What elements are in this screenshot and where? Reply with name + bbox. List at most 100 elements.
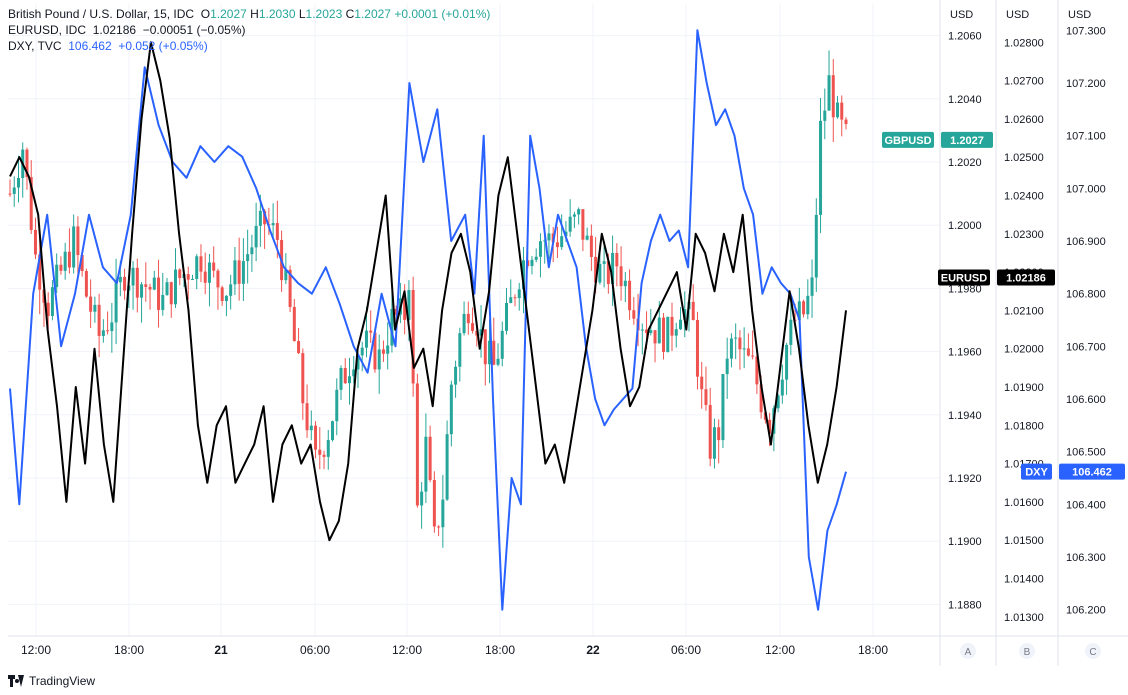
candle — [93, 296, 97, 323]
legend-open: 1.2027 — [210, 7, 247, 21]
axis-letter: B — [1024, 647, 1031, 658]
legend-dxy-change: +0.052 (+0.05%) — [118, 39, 208, 53]
candle — [106, 311, 110, 335]
x-tick-label: 06:00 — [300, 643, 330, 657]
y-tick-label: 106.200 — [1066, 605, 1106, 617]
legend-change: +0.0001 (+0.01%) — [394, 7, 491, 21]
candle — [411, 276, 415, 397]
candle — [628, 269, 632, 320]
legend-eurusd[interactable]: EURUSD, IDC 1.02186 −0.00051 (−0.05%) — [8, 22, 490, 38]
series-value-tag: 1.2027 — [950, 135, 984, 147]
candle — [729, 333, 733, 368]
axis-letter: C — [1089, 647, 1096, 658]
candle — [152, 270, 156, 291]
candle — [12, 176, 16, 207]
candle — [297, 328, 301, 355]
y-tick-label: 1.1980 — [948, 283, 982, 295]
candle — [488, 319, 492, 384]
candle — [534, 248, 538, 263]
candle — [632, 297, 636, 325]
candle — [445, 420, 449, 501]
candle — [734, 323, 738, 360]
y-tick-label: 1.02600 — [1004, 114, 1044, 126]
candle — [131, 261, 135, 310]
candle — [649, 308, 653, 336]
candle — [602, 241, 606, 288]
series-value-tag: 106.462 — [1072, 467, 1112, 479]
candle — [670, 302, 674, 352]
candle — [322, 450, 326, 470]
candle — [708, 387, 712, 467]
candle — [207, 253, 211, 307]
axis-unit-label: USD — [950, 9, 973, 21]
candle — [84, 268, 88, 298]
last-value-label: DXY 106.462 — [1021, 463, 1125, 480]
footer: TradingView — [0, 666, 1128, 695]
y-tick-label: 1.01600 — [1004, 497, 1044, 509]
candle — [76, 216, 80, 275]
candle — [16, 155, 20, 203]
candle — [806, 279, 810, 320]
legend-dxy[interactable]: DXY, TVC 106.462 +0.052 (+0.05%) — [8, 38, 490, 54]
candle — [721, 373, 725, 449]
candle — [271, 203, 275, 238]
legend: British Pound / U.S. Dollar, 15, IDC O1.… — [8, 6, 490, 54]
price-axes[interactable]: USD 1.2060 1.2040 1.2020 1.2000 1.1980 1.1960 1… — [882, 0, 1125, 666]
candle — [823, 88, 827, 140]
candle — [695, 311, 699, 390]
candle — [496, 343, 500, 367]
candle — [46, 292, 50, 330]
candle — [513, 294, 517, 307]
candle — [437, 525, 441, 537]
candle — [483, 329, 487, 386]
y-tick-label: 1.02100 — [1004, 305, 1044, 317]
candle — [560, 214, 564, 250]
candle — [63, 242, 67, 280]
candle — [432, 471, 436, 533]
candle — [377, 334, 381, 394]
tradingview-logo[interactable]: TradingView — [8, 674, 95, 688]
candle — [59, 256, 63, 275]
candle — [97, 293, 101, 358]
candle — [220, 285, 224, 306]
x-tick-label: 12:00 — [21, 643, 51, 657]
candle — [254, 202, 258, 262]
y-tick-label: 107.000 — [1066, 183, 1106, 195]
candle — [640, 323, 644, 355]
candle — [572, 211, 576, 229]
candle — [144, 262, 148, 302]
x-tick-label: 18:00 — [858, 643, 888, 657]
y-tick-label: 106.400 — [1066, 499, 1106, 511]
candle — [844, 117, 848, 130]
candle — [157, 259, 161, 328]
candle — [466, 301, 470, 335]
x-tick-label: 22 — [586, 643, 600, 657]
candle — [568, 199, 572, 237]
candle — [169, 281, 173, 318]
y-tick-label: 106.700 — [1066, 341, 1106, 353]
chart[interactable]: USD 1.2060 1.2040 1.2020 1.2000 1.1980 1.1960 1… — [0, 0, 1128, 666]
candle — [314, 421, 318, 459]
candle — [203, 252, 207, 295]
candle — [589, 224, 593, 271]
y-tick-label: 1.01400 — [1004, 574, 1044, 586]
y-tick-label: 1.01900 — [1004, 382, 1044, 394]
legend-main[interactable]: British Pound / U.S. Dollar, 15, IDC O1.… — [8, 6, 490, 22]
candle — [615, 243, 619, 287]
candle — [343, 358, 347, 384]
candle — [780, 364, 784, 404]
candle — [390, 291, 394, 353]
y-tick-label: 106.800 — [1066, 289, 1106, 301]
tradingview-brand: TradingView — [29, 674, 96, 688]
time-axis[interactable]: 12:00 18:00 21 06:00 12:00 18:00 22 06:00 12:00 1… — [8, 635, 1128, 657]
eurusd-line — [9, 41, 847, 542]
y-tick-label: 107.100 — [1066, 131, 1106, 143]
candle — [386, 322, 390, 370]
candle — [360, 341, 364, 372]
candle — [212, 246, 216, 278]
candle — [335, 378, 339, 436]
legend-open-label: O — [200, 7, 211, 21]
x-tick-label: 06:00 — [671, 643, 701, 657]
series-layer — [8, 29, 848, 611]
candle — [738, 330, 742, 370]
